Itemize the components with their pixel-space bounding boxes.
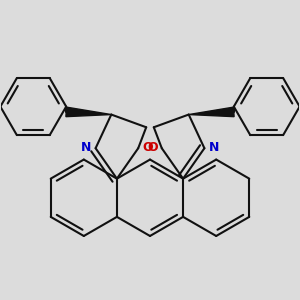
Text: O: O [142, 141, 153, 154]
Polygon shape [66, 107, 111, 117]
Polygon shape [189, 107, 234, 117]
Text: O: O [147, 141, 158, 154]
Text: N: N [209, 141, 219, 154]
Text: N: N [81, 141, 91, 154]
